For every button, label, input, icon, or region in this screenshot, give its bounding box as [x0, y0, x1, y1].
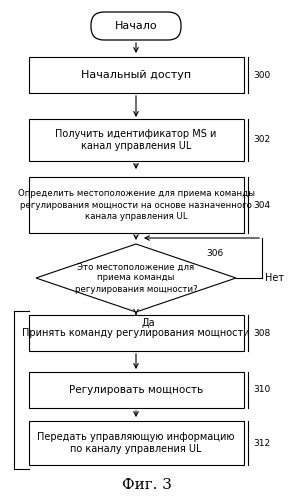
FancyBboxPatch shape: [91, 12, 181, 40]
Text: 302: 302: [253, 136, 270, 145]
Text: Получить идентификатор MS и
канал управления UL: Получить идентификатор MS и канал управл…: [55, 129, 217, 151]
Text: Да: Да: [142, 318, 156, 328]
Bar: [28, 177, 243, 233]
Text: Регулировать мощность: Регулировать мощность: [69, 385, 203, 395]
Text: Определить местоположение для приема команды
регулирования мощности на основе на: Определить местоположение для приема ком…: [18, 190, 255, 221]
Text: 308: 308: [253, 328, 270, 337]
Text: Нет: Нет: [265, 273, 284, 283]
Polygon shape: [36, 244, 236, 312]
Bar: [28, 372, 243, 408]
Text: Принять команду регулирования мощности: Принять команду регулирования мощности: [22, 328, 250, 338]
Text: Начальный доступ: Начальный доступ: [81, 70, 191, 80]
Text: Начало: Начало: [115, 21, 157, 31]
Text: 312: 312: [253, 439, 270, 448]
Text: Фиг. 3: Фиг. 3: [122, 478, 172, 492]
Bar: [28, 57, 243, 93]
Bar: [28, 119, 243, 161]
Bar: [28, 315, 243, 351]
Bar: [28, 421, 243, 465]
Text: 306: 306: [206, 249, 223, 258]
Text: 304: 304: [253, 201, 270, 210]
Text: Передать управляющую информацию
по каналу управления UL: Передать управляющую информацию по канал…: [37, 432, 235, 454]
Text: 300: 300: [253, 70, 270, 79]
Text: Это местоположение для
приема команды
регулирования мощности?: Это местоположение для приема команды ре…: [75, 262, 197, 293]
Text: 310: 310: [253, 386, 270, 395]
